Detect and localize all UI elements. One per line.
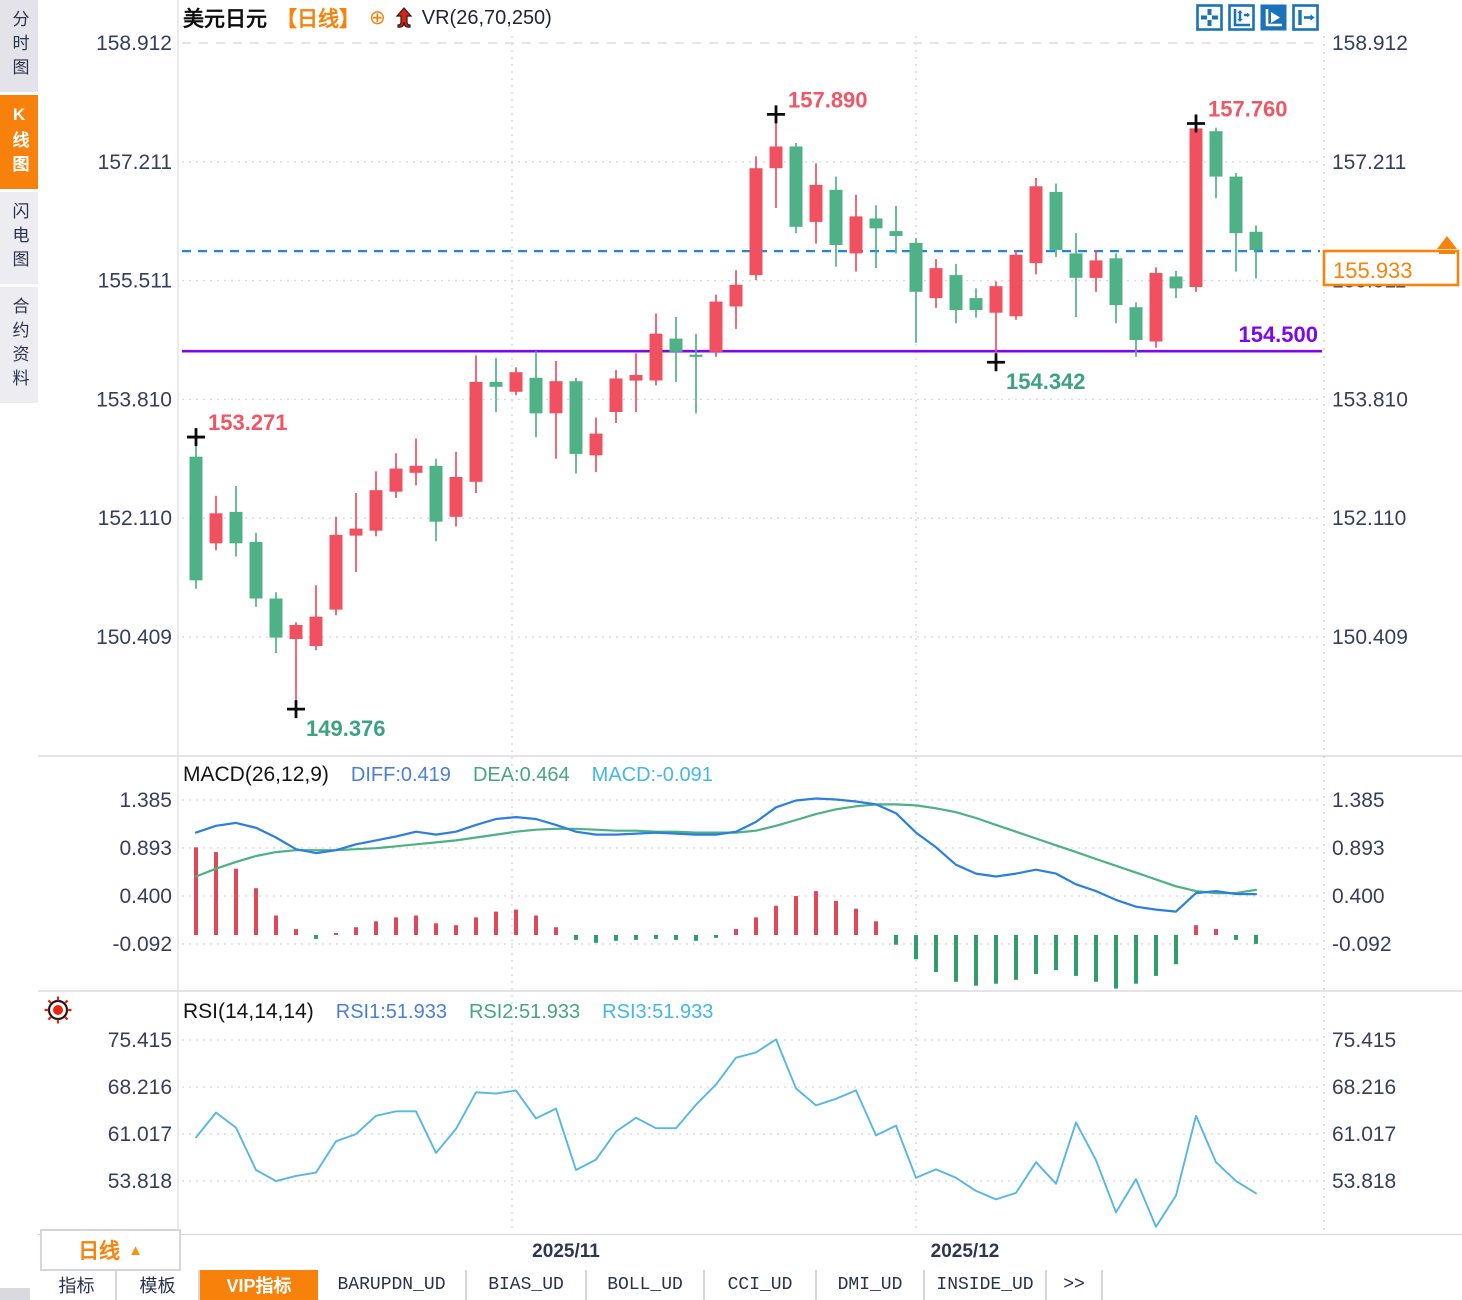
bottom-tab-indicator[interactable]: 指标 bbox=[38, 1270, 117, 1300]
svg-text:153.810: 153.810 bbox=[1332, 388, 1408, 411]
indicator-label: VR(26,70,250) bbox=[421, 6, 552, 29]
svg-text:0.400: 0.400 bbox=[1332, 885, 1385, 908]
rsi2-value: RSI2:51.933 bbox=[468, 1001, 581, 1023]
sidebar-tab-flash-chart[interactable]: 闪电图 bbox=[0, 192, 38, 284]
bottom-tab-inside-ud[interactable]: INSIDE_UD bbox=[925, 1270, 1047, 1300]
svg-text:153.810: 153.810 bbox=[96, 388, 172, 411]
symbol-title: 美元日元 bbox=[183, 8, 267, 31]
sidebar-bottom-notch bbox=[0, 1288, 30, 1300]
svg-text:61.017: 61.017 bbox=[108, 1123, 172, 1146]
bottom-tab-more[interactable]: >> bbox=[1047, 1270, 1103, 1300]
rsi3-value: RSI3:51.933 bbox=[602, 1001, 714, 1023]
circle-plus-icon[interactable]: ⊕ bbox=[369, 7, 386, 29]
svg-text:152.110: 152.110 bbox=[1332, 507, 1406, 530]
svg-text:-0.092: -0.092 bbox=[112, 933, 172, 956]
svg-text:157.760: 157.760 bbox=[1208, 96, 1288, 121]
chart-toolbar bbox=[1196, 4, 1319, 31]
bottom-tab-template[interactable]: 模板 bbox=[117, 1270, 200, 1300]
axis-zoom-icon[interactable] bbox=[1228, 4, 1255, 31]
rsi1-value: RSI1:51.933 bbox=[335, 1001, 447, 1023]
svg-text:0.893: 0.893 bbox=[119, 837, 172, 860]
svg-text:155.933: 155.933 bbox=[1333, 258, 1413, 283]
svg-text:157.890: 157.890 bbox=[788, 87, 868, 112]
period-tag: 【日线】 bbox=[276, 8, 360, 31]
svg-text:158.912: 158.912 bbox=[96, 32, 172, 55]
svg-text:154.342: 154.342 bbox=[1006, 369, 1086, 394]
price-up-arrow-icon bbox=[1437, 236, 1457, 254]
macd-macd-value: MACD:-0.091 bbox=[591, 764, 713, 786]
sidebar-tab-time-chart[interactable]: 分时图 bbox=[0, 0, 38, 92]
svg-text:1.385: 1.385 bbox=[119, 789, 172, 812]
svg-text:1.385: 1.385 bbox=[1332, 789, 1385, 812]
svg-text:157.211: 157.211 bbox=[98, 151, 172, 174]
svg-text:157.211: 157.211 bbox=[1332, 151, 1406, 174]
svg-text:0.400: 0.400 bbox=[119, 885, 172, 908]
svg-text:158.912: 158.912 bbox=[1332, 32, 1408, 55]
svg-text:153.271: 153.271 bbox=[208, 410, 288, 435]
triangle-up-icon: ▲ bbox=[128, 1241, 143, 1259]
svg-text:68.216: 68.216 bbox=[1332, 1076, 1396, 1099]
sidebar-tab-kline-chart[interactable]: K线图 bbox=[0, 95, 38, 189]
bottom-tab-barupdn-ud[interactable]: BARUPDN_UD bbox=[318, 1270, 467, 1300]
support-line: 154.500 bbox=[182, 322, 1322, 353]
svg-text:149.376: 149.376 bbox=[306, 716, 386, 741]
svg-text:155.511: 155.511 bbox=[98, 270, 172, 293]
macd-dea-value: DEA:0.464 bbox=[472, 764, 570, 786]
macd-diff-value: DIFF:0.419 bbox=[350, 764, 451, 786]
pan-exit-icon[interactable] bbox=[1292, 4, 1319, 31]
red-up-arrow-icon bbox=[395, 7, 413, 28]
svg-text:154.500: 154.500 bbox=[1238, 322, 1318, 347]
macd-histogram bbox=[194, 847, 1258, 989]
bottom-tab-bias-ud[interactable]: BIAS_UD bbox=[467, 1270, 587, 1300]
bottom-tab-vip-indicator[interactable]: VIP指标 bbox=[200, 1270, 318, 1300]
svg-text:53.818: 53.818 bbox=[1332, 1170, 1396, 1193]
svg-text:61.017: 61.017 bbox=[1332, 1123, 1396, 1146]
macd-title: MACD(26,12,9) bbox=[183, 763, 329, 786]
bottom-tab-cci-ud[interactable]: CCI_UD bbox=[705, 1270, 817, 1300]
macd-dea-line bbox=[194, 803, 1258, 895]
crosshair-icon[interactable] bbox=[1196, 4, 1223, 31]
x-axis-strip: 2025/11 2025/12 bbox=[38, 1234, 1462, 1271]
bottom-tab-boll-ud[interactable]: BOLL_UD bbox=[587, 1270, 705, 1300]
svg-text:-0.092: -0.092 bbox=[1332, 933, 1392, 956]
candlestick-series bbox=[189, 114, 1263, 710]
indicator-tab-bar: 指标 模板 VIP指标 BARUPDN_UD BIAS_UD BOLL_UD CCI_UD D… bbox=[38, 1270, 1462, 1300]
rsi-line bbox=[195, 1038, 1257, 1228]
sidebar-items: 分时图 K线图 闪电图 合约资料 bbox=[0, 0, 38, 403]
svg-text:75.415: 75.415 bbox=[108, 1029, 172, 1052]
svg-text:150.409: 150.409 bbox=[1332, 626, 1408, 649]
period-selector[interactable]: 日线 ▲ bbox=[40, 1229, 181, 1271]
price-annotations: 153.271 149.376 157.890 154.342 157.760 bbox=[187, 87, 1288, 741]
period-selector-label: 日线 bbox=[78, 1240, 121, 1263]
sidebar: 分时图 K线图 闪电图 合约资料 bbox=[0, 0, 38, 1300]
svg-text:75.415: 75.415 bbox=[1332, 1029, 1396, 1052]
x-label-december: 2025/12 bbox=[930, 1241, 1000, 1262]
svg-text:150.409: 150.409 bbox=[96, 626, 172, 649]
x-label-november: 2025/11 bbox=[532, 1241, 600, 1262]
red-sun-icon[interactable] bbox=[44, 996, 72, 1029]
macd-diff-line bbox=[194, 797, 1258, 913]
current-price-box: 155.933 bbox=[1322, 236, 1460, 287]
svg-text:152.110: 152.110 bbox=[98, 507, 172, 530]
rsi-title: RSI(14,14,14) bbox=[183, 1000, 314, 1023]
macd-header: MACD(26,12,9) DIFF:0.419 DEA:0.464 MACD:… bbox=[183, 763, 713, 787]
axis-play-icon[interactable] bbox=[1260, 4, 1287, 31]
svg-text:68.216: 68.216 bbox=[108, 1076, 172, 1099]
svg-text:0.893: 0.893 bbox=[1332, 837, 1385, 860]
chart-canvas: 158.912158.912157.211157.211155.511155.5… bbox=[38, 0, 1462, 1235]
rsi-header: RSI(14,14,14) RSI1:51.933 RSI2:51.933 RS… bbox=[183, 1000, 713, 1024]
chart-title-row: 美元日元 【日线】 ⊕ VR(26,70,250) bbox=[183, 4, 552, 32]
sidebar-tab-contract-info[interactable]: 合约资料 bbox=[0, 287, 38, 403]
bottom-tab-dmi-ud[interactable]: DMI_UD bbox=[817, 1270, 925, 1300]
svg-text:53.818: 53.818 bbox=[108, 1170, 172, 1193]
